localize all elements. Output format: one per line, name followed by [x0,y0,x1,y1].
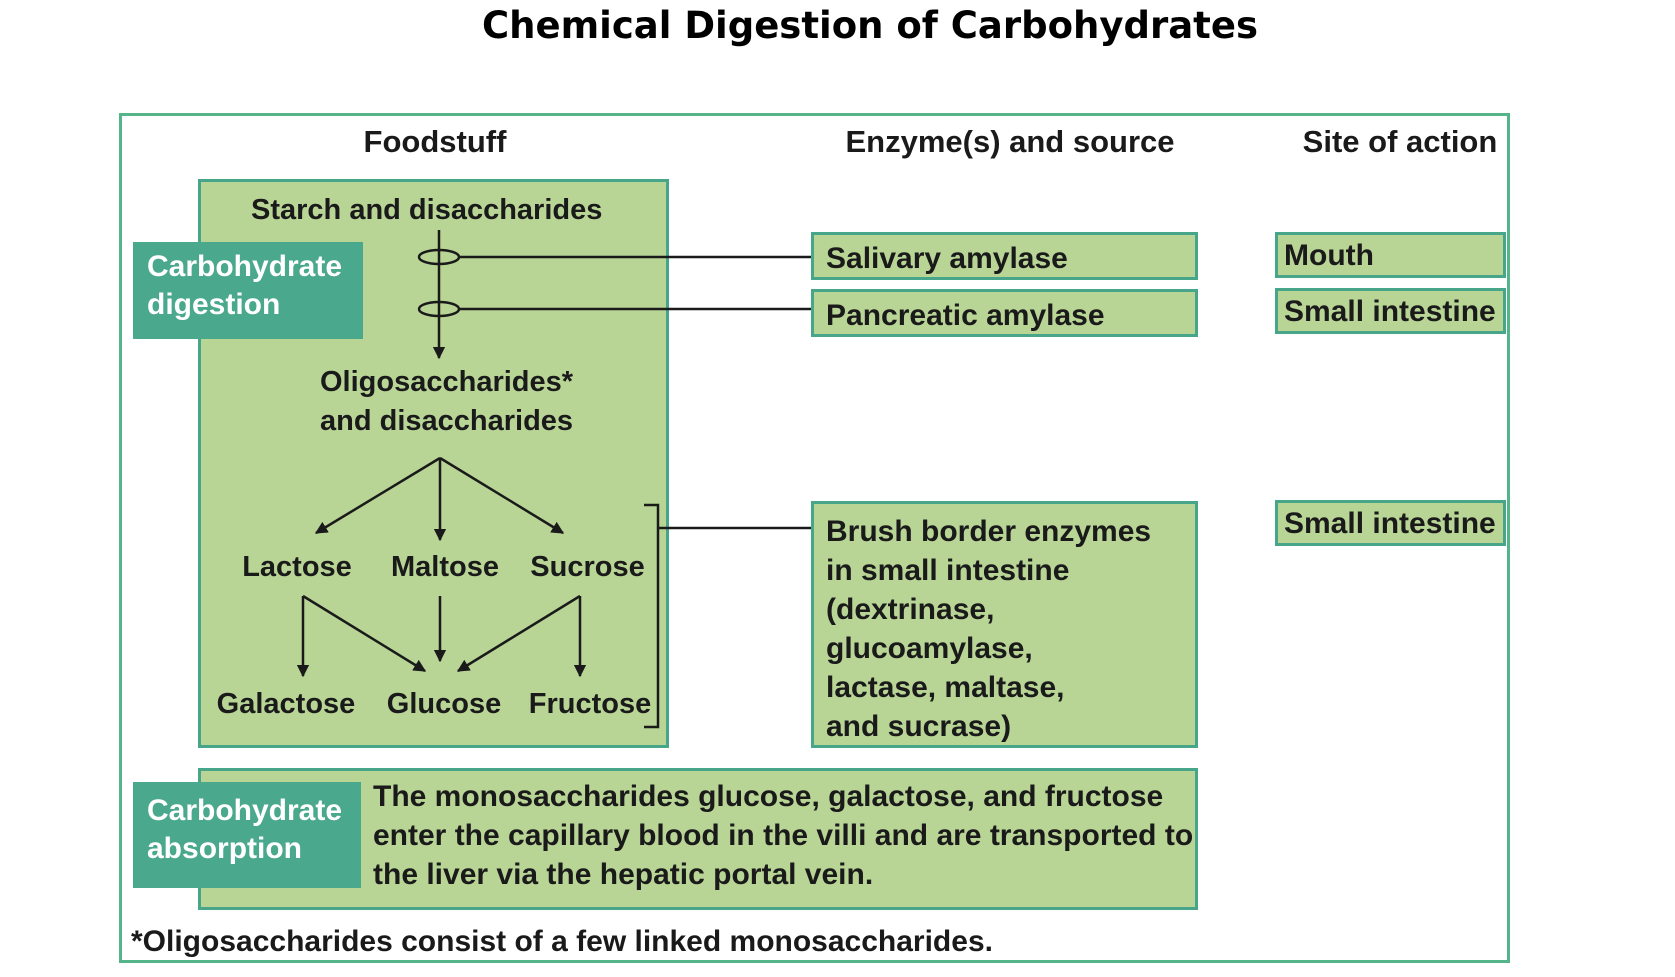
digestion-label-line2: digestion [147,288,281,321]
pancreatic-amylase-box: Pancreatic amylase [811,289,1198,337]
digestion-label-line1: Carbohydrate [147,250,343,283]
absorption-box: The monosaccharides glucose, galactose, … [198,768,1198,910]
site-mouth-box: Mouth [1275,232,1506,278]
site-small-intestine-box: Small intestine [1275,288,1506,334]
sucrose-label: Sucrose [530,551,645,583]
brush-border-line: and sucrase) [826,710,1012,743]
absorption-text-line: The monosaccharides glucose, galactose, … [373,780,1164,813]
absorption-label-line2: absorption [147,832,302,865]
brush-border-line: in small intestine [826,554,1070,587]
column-header-site: Site of action [1302,124,1498,159]
brush-border-line: (dextrinase, [826,593,995,626]
oligo-to-lactose-arrow [314,456,441,535]
starch-label: Starch and disaccharides [251,194,603,226]
fructose-label: Fructose [528,688,652,720]
maltose-label: Maltose [391,551,499,583]
glucose-label: Glucose [386,688,502,720]
carbohydrate-digestion-label: Carbohydrate digestion [133,242,363,339]
brush-border-line: lactase, maltase, [826,671,1065,704]
site-small-intestine-brush-box: Small intestine [1275,500,1506,546]
absorption-text-line: the liver via the hepatic portal vein. [373,858,874,891]
carbohydrate-absorption-label: Carbohydrate absorption [133,782,361,888]
footnote: *Oligosaccharides consist of a few linke… [131,925,993,958]
sucrose-to-glucose-arrow [456,594,581,673]
oligosaccharides-label: Oligosaccharides* [320,366,574,398]
absorption-label-line1: Carbohydrate [147,794,343,827]
column-header-enzyme: Enzyme(s) and source [845,124,1175,159]
disaccharide-bracket [644,503,660,729]
lactose-label: Lactose [242,551,352,583]
galactose-label: Galactose [216,688,356,720]
oligosaccharides-label-line2: and disaccharides [320,405,574,437]
page-title: Chemical Digestion of Carbohydrates [482,4,1258,47]
brush-border-line: glucoamylase, [826,632,1033,665]
lactose-to-glucose-arrow [302,594,427,673]
brush-border-line: Brush border enzymes [826,515,1152,548]
column-header-foodstuff: Foodstuff [363,124,507,159]
oligo-to-sucrose-arrow [439,456,565,535]
diagram-frame [119,113,1510,963]
brush-border-enzymes-box: Brush border enzymes in small intestine … [811,501,1198,748]
salivary-amylase-box: Salivary amylase [811,232,1198,280]
absorption-text-line: enter the capillary blood in the villi a… [373,819,1194,852]
